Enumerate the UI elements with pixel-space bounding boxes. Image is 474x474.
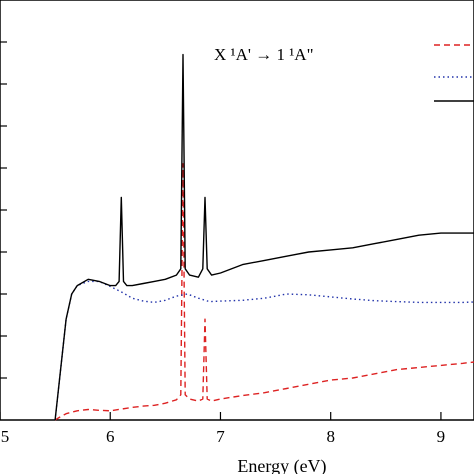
x-axis-label: Energy (eV) — [237, 456, 326, 474]
x-tick-label-1: 6 — [106, 427, 115, 446]
x-tick-label-2: 7 — [216, 427, 225, 446]
series-line-solid — [54, 53, 474, 421]
plot-frame — [0, 0, 474, 421]
x-ticks: 5 6 7 8 9 — [0, 412, 445, 446]
series-layer — [54, 53, 474, 421]
series-line-dotted — [54, 280, 474, 421]
y-ticks — [0, 41, 7, 379]
series-line-dashed — [54, 163, 474, 421]
chart-annotation: X ¹A' → 1 ¹A" — [214, 45, 314, 64]
legend — [434, 44, 474, 102]
x-tick-label-0: 5 — [1, 427, 10, 446]
x-tick-label-3: 8 — [326, 427, 335, 446]
x-tick-label-4: 9 — [437, 427, 446, 446]
